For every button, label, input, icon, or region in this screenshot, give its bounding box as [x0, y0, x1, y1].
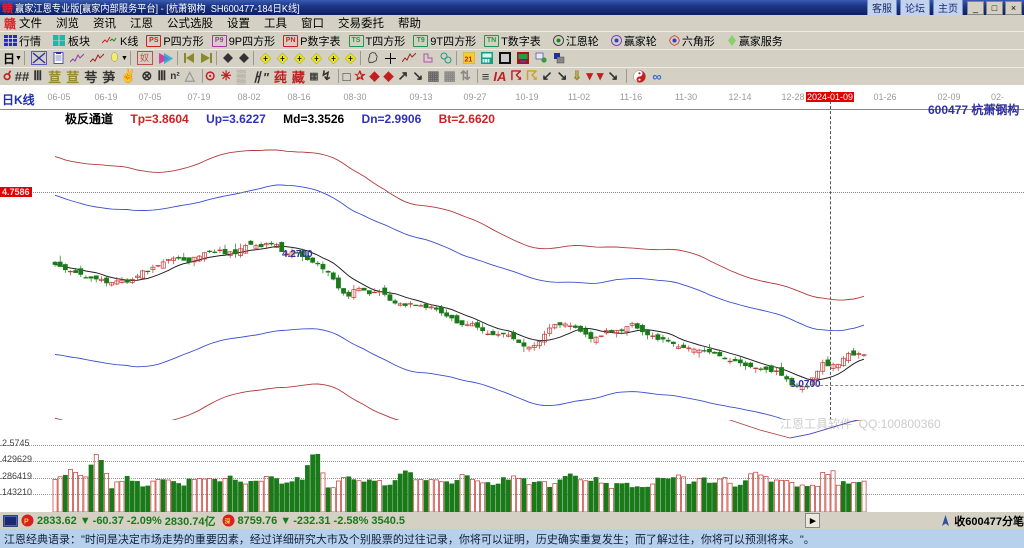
svg-text:奴: 奴 [140, 52, 149, 63]
svg-text:P: P [24, 519, 29, 526]
svg-text:21: 21 [464, 57, 472, 64]
svg-text:深: 深 [224, 518, 230, 526]
